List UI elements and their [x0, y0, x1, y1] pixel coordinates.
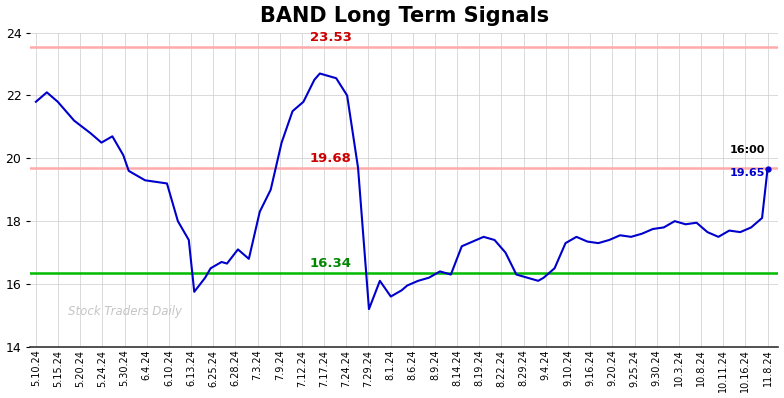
Text: 19.65: 19.65 — [729, 168, 765, 178]
Title: BAND Long Term Signals: BAND Long Term Signals — [260, 6, 549, 25]
Text: 16:00: 16:00 — [729, 145, 765, 155]
Text: Stock Traders Daily: Stock Traders Daily — [68, 305, 182, 318]
Text: 23.53: 23.53 — [310, 31, 352, 44]
Text: 16.34: 16.34 — [310, 257, 352, 270]
Text: 19.68: 19.68 — [310, 152, 352, 165]
